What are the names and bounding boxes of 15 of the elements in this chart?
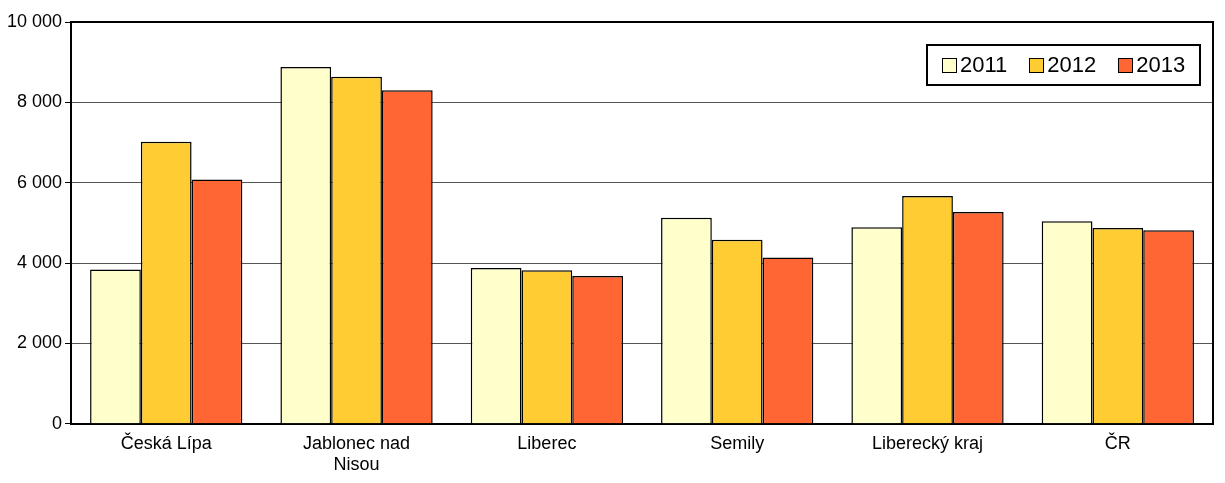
x-tick-label: Česká Lípa	[120, 431, 213, 453]
y-tick-label: 6 000	[17, 171, 63, 192]
legend-label: 2013	[1136, 52, 1186, 78]
legend-label: 2012	[1047, 52, 1097, 78]
y-tick-label: 2 000	[17, 332, 63, 353]
y-tick-label: 4 000	[17, 252, 63, 273]
x-tick-label: Liberecký kraj	[871, 432, 984, 453]
x-tick-label: Liberec	[517, 432, 577, 453]
legend-label: 2011	[960, 52, 1008, 78]
y-tick-label: 10 000	[6, 10, 63, 31]
x-tick-label: Jablonec nad Nisou	[302, 432, 411, 475]
y-tick-label: 8 000	[17, 91, 63, 112]
x-tick-label: ČR	[1104, 431, 1131, 453]
x-tick-label: Semily	[710, 432, 765, 453]
y-tick-label: 0	[52, 412, 63, 433]
